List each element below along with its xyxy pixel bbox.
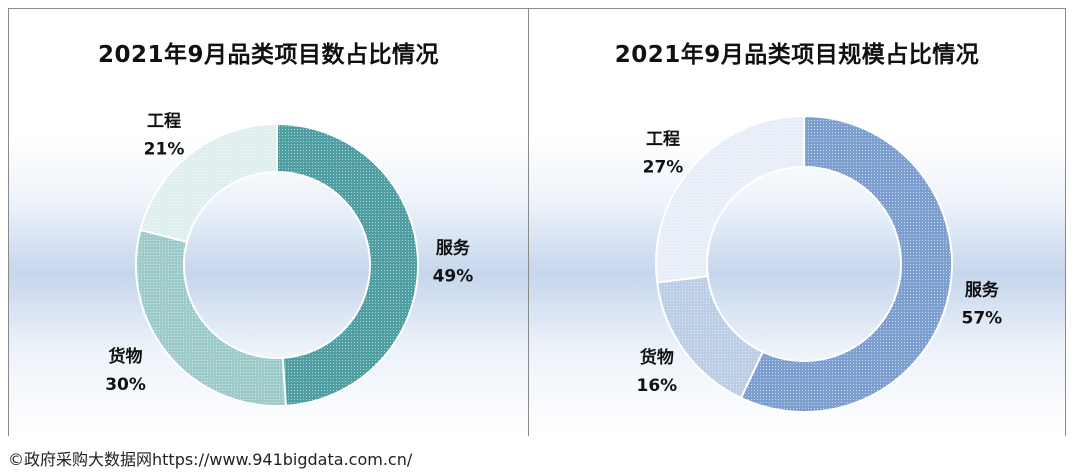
donut-slice-2 bbox=[655, 114, 805, 284]
slice-label-2: 工程 27% bbox=[643, 129, 684, 177]
slice-name: 货物 bbox=[109, 346, 143, 367]
donut-slice-2 bbox=[139, 122, 278, 244]
slice-label-0: 服务 57% bbox=[962, 280, 1003, 329]
slice-label-0: 服务 49% bbox=[433, 238, 474, 287]
slice-name: 工程 bbox=[646, 129, 680, 149]
slice-name: 工程 bbox=[147, 111, 181, 131]
chart-panel-left: 2021年9月品类项目数占比情况 服务 49% 货物 30% 工程 21% bbox=[9, 9, 529, 436]
chart-title: 2021年9月品类项目数占比情况 bbox=[97, 42, 440, 68]
slice-percent: 27% bbox=[643, 157, 684, 177]
slice-label-2: 工程 21% bbox=[144, 111, 185, 159]
chart-panel-right: 2021年9月品类项目规模占比情况 服务 57% 货物 16% 工程 27% bbox=[529, 9, 1065, 436]
source-footer: ©政府采购大数据网https://www.941bigdata.com.cn/ bbox=[8, 450, 413, 469]
donut-slice-1 bbox=[135, 228, 287, 407]
slice-percent: 16% bbox=[636, 376, 677, 396]
slice-percent: 49% bbox=[433, 267, 474, 287]
donut-slice-0 bbox=[739, 114, 953, 413]
slice-percent: 21% bbox=[144, 139, 185, 159]
donut-chart-count: 服务 49% 货物 30% 工程 21% bbox=[105, 111, 474, 407]
donut-slice-0 bbox=[276, 122, 419, 407]
slice-label-1: 货物 16% bbox=[636, 347, 677, 396]
slice-label-1: 货物 30% bbox=[105, 346, 146, 395]
chart-title: 2021年9月品类项目规模占比情况 bbox=[614, 42, 980, 68]
slice-name: 服务 bbox=[965, 280, 1000, 301]
slice-name: 服务 bbox=[436, 238, 471, 259]
donut-chart-scale: 服务 57% 货物 16% 工程 27% bbox=[636, 114, 1003, 413]
slice-name: 货物 bbox=[640, 347, 674, 368]
slice-percent: 30% bbox=[105, 375, 146, 395]
slice-percent: 57% bbox=[962, 309, 1003, 329]
